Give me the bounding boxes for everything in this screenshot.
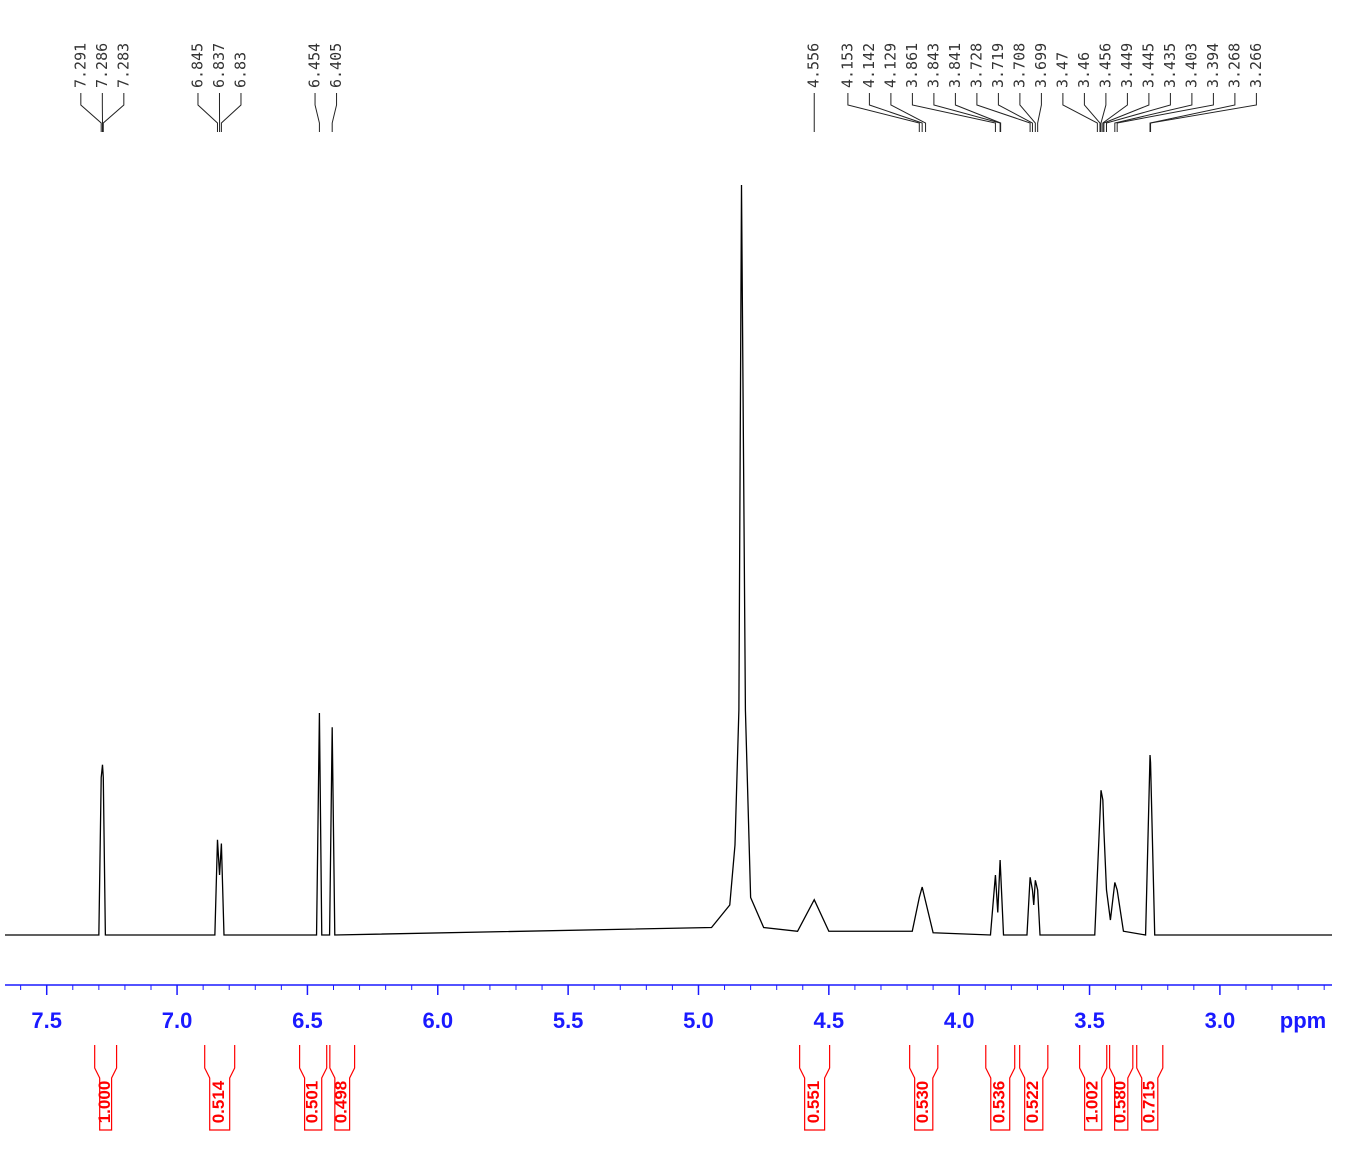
peak-leg <box>1102 93 1128 132</box>
peak-label: 4.153 <box>838 43 856 88</box>
peak-leg <box>1037 93 1042 132</box>
peak-label: 3.719 <box>989 43 1007 88</box>
x-tick-label: 3.0 <box>1205 1008 1236 1033</box>
peak-label: 7.283 <box>114 43 132 88</box>
peak-leg <box>197 93 218 132</box>
peak-label: 3.843 <box>924 43 942 88</box>
peak-leg <box>954 93 1002 132</box>
peak-label: 3.708 <box>1010 43 1028 88</box>
peak-leg <box>1083 93 1101 132</box>
peak-label: 6.405 <box>327 43 345 88</box>
peak-leg <box>976 93 1031 132</box>
x-tick-label: 7.0 <box>162 1008 193 1033</box>
spectrum <box>5 184 1332 936</box>
integral-bracket <box>94 1045 118 1131</box>
integral-label: 0.551 <box>804 1081 823 1124</box>
peak-leg <box>314 93 320 132</box>
peak-leg <box>1019 93 1036 132</box>
peak-label: 3.435 <box>1161 43 1179 88</box>
x-tick-label: 4.5 <box>814 1008 845 1033</box>
x-tick-label: 5.0 <box>683 1008 714 1033</box>
integral-label: 0.536 <box>990 1081 1009 1124</box>
integral-bracket <box>909 1045 939 1131</box>
integral-bracket <box>1109 1045 1134 1131</box>
peak-leg <box>1150 93 1257 132</box>
integral-bracket <box>329 1045 356 1131</box>
integral-bracket <box>298 1045 328 1131</box>
x-tick-label: 6.0 <box>422 1008 453 1033</box>
integral-label: 0.501 <box>303 1081 322 1124</box>
peak-leg <box>80 93 102 132</box>
x-tick-label: 4.0 <box>944 1008 975 1033</box>
peak-label: 3.841 <box>946 43 964 88</box>
peak-label: 4.142 <box>860 43 878 88</box>
peak-label: 6.845 <box>188 43 206 88</box>
peak-leg <box>220 93 242 132</box>
peak-leg <box>102 93 125 132</box>
integral-bracket <box>1019 1045 1049 1131</box>
peak-label: 3.266 <box>1247 43 1265 88</box>
integral-label: 0.498 <box>332 1081 351 1124</box>
peak-label: 3.449 <box>1118 43 1136 88</box>
peak-label: 7.286 <box>93 43 111 88</box>
peak-leg <box>890 93 927 132</box>
peak-label: 3.861 <box>903 43 921 88</box>
integral-label: 1.000 <box>95 1081 114 1124</box>
x-axis-label: ppm <box>1280 1008 1326 1033</box>
peak-label: 3.456 <box>1096 43 1114 88</box>
peak-leg <box>933 93 1001 132</box>
peak-label: 6.454 <box>306 43 324 88</box>
x-tick-label: 5.5 <box>553 1008 584 1033</box>
peak-label: 3.445 <box>1139 43 1157 88</box>
peak-leg <box>847 93 920 132</box>
peak-leg <box>331 93 338 132</box>
integral-label: 0.514 <box>209 1080 228 1123</box>
integral-label: 0.580 <box>1111 1081 1130 1124</box>
peak-leg <box>1114 93 1193 132</box>
integral-bracket <box>985 1045 1016 1131</box>
peak-label: 3.46 <box>1075 52 1093 88</box>
peak-leg <box>1103 93 1150 132</box>
peak-label: 3.47 <box>1053 52 1071 88</box>
peak-label: 3.728 <box>967 43 985 88</box>
peak-leg <box>868 93 923 132</box>
peak-label: 3.268 <box>1225 43 1243 88</box>
peak-leg <box>997 93 1033 132</box>
peak-leg <box>1100 93 1107 132</box>
integral-label: 0.530 <box>913 1081 932 1124</box>
peak-leg <box>1116 93 1214 132</box>
peak-leg <box>1105 93 1171 132</box>
x-tick-label: 7.5 <box>31 1008 62 1033</box>
integral-label: 1.002 <box>1083 1081 1102 1124</box>
integral-bracket <box>204 1045 236 1131</box>
peak-label: 7.291 <box>71 43 89 88</box>
peak-label: 3.699 <box>1032 43 1050 88</box>
integral-label: 0.522 <box>1023 1081 1042 1124</box>
peak-label: 4.129 <box>881 43 899 88</box>
peak-label: 4.556 <box>805 43 823 88</box>
x-tick-label: 6.5 <box>292 1008 323 1033</box>
peak-label: 3.403 <box>1182 43 1200 88</box>
peak-leg <box>1062 93 1098 132</box>
peak-leg <box>911 93 996 132</box>
peak-label: 6.837 <box>210 43 228 88</box>
integral-bracket <box>799 1045 831 1131</box>
integral-bracket <box>1079 1045 1108 1131</box>
integral-label: 0.715 <box>1139 1081 1158 1124</box>
peak-label: 6.83 <box>231 52 249 88</box>
integral-bracket <box>1136 1045 1164 1131</box>
x-tick-label: 3.5 <box>1074 1008 1105 1033</box>
peak-leg <box>1149 93 1236 132</box>
peak-label: 3.394 <box>1204 43 1222 88</box>
